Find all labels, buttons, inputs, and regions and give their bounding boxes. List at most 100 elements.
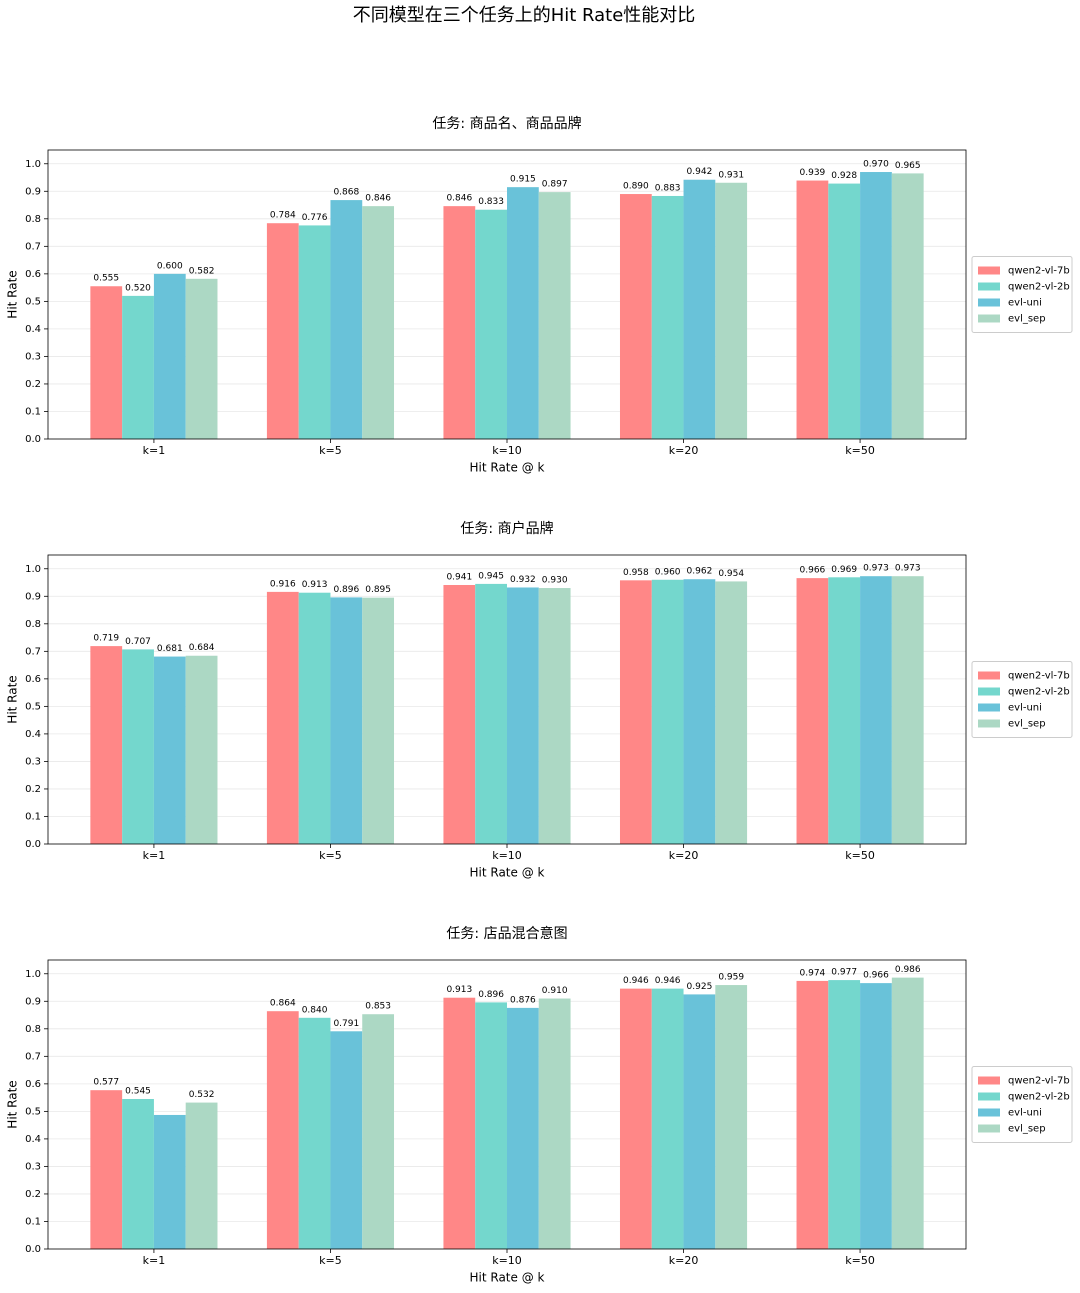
bar xyxy=(266,591,299,844)
x-tick-label: k=20 xyxy=(669,849,699,862)
value-label: 0.868 xyxy=(333,188,359,198)
x-tick-label: k=10 xyxy=(492,849,522,862)
y-tick-label: 0.0 xyxy=(25,839,41,850)
bar xyxy=(475,583,507,844)
y-tick-label: 0.9 xyxy=(25,186,41,197)
value-label: 0.846 xyxy=(365,194,391,204)
legend-swatch xyxy=(978,1092,1000,1101)
value-label: 0.707 xyxy=(125,637,151,647)
legend-swatch xyxy=(978,282,1000,291)
value-label: 0.959 xyxy=(718,973,744,983)
bar xyxy=(362,206,395,439)
y-tick-label: 0.5 xyxy=(25,701,41,712)
value-label: 0.582 xyxy=(189,266,215,276)
y-tick-label: 0.5 xyxy=(25,296,41,307)
bar xyxy=(507,587,539,844)
legend-label: qwen2-vl-7b xyxy=(1008,671,1070,682)
legend-label: qwen2-vl-7b xyxy=(1008,266,1070,277)
bar xyxy=(507,1007,539,1249)
value-label: 0.942 xyxy=(687,167,713,177)
value-label: 0.876 xyxy=(510,995,536,1005)
bar xyxy=(330,1031,363,1249)
value-label: 0.853 xyxy=(365,1002,391,1012)
value-label: 0.846 xyxy=(446,194,472,204)
bar xyxy=(891,977,924,1249)
value-label: 0.577 xyxy=(93,1078,119,1088)
x-tick-label: k=5 xyxy=(319,849,342,862)
y-tick-label: 0.9 xyxy=(25,996,41,1007)
x-tick-label: k=1 xyxy=(143,444,166,457)
value-label: 0.600 xyxy=(157,261,183,271)
bar xyxy=(860,172,892,439)
x-tick-label: k=1 xyxy=(143,849,166,862)
value-label: 0.916 xyxy=(270,579,296,589)
y-tick-label: 0.7 xyxy=(25,241,41,252)
bar xyxy=(715,581,748,844)
bar xyxy=(715,182,748,439)
plot-frame xyxy=(47,959,967,1250)
legend-label: evl_sep xyxy=(1008,1124,1046,1135)
legend-label: evl-uni xyxy=(1008,703,1042,714)
x-tick-label: k=50 xyxy=(845,444,875,457)
bar xyxy=(538,998,571,1249)
value-label: 0.684 xyxy=(189,643,215,653)
legend-label: evl_sep xyxy=(1008,719,1046,730)
y-tick-label: 0.0 xyxy=(25,1244,41,1255)
value-label: 0.913 xyxy=(446,985,472,995)
bar xyxy=(443,997,476,1249)
bar xyxy=(362,597,395,844)
value-label: 0.958 xyxy=(623,568,649,578)
value-label: 0.833 xyxy=(478,197,504,207)
bar xyxy=(683,579,716,844)
value-label: 0.939 xyxy=(800,168,826,178)
y-tick-label: 1.0 xyxy=(25,159,41,170)
bar xyxy=(538,588,571,844)
value-label: 0.928 xyxy=(831,171,857,181)
value-label: 0.966 xyxy=(863,971,889,981)
chart-title: 任务: 店品混合意图 xyxy=(446,925,567,942)
legend-box xyxy=(971,1066,1073,1143)
value-label: 0.962 xyxy=(687,567,713,577)
y-tick-label: 0.6 xyxy=(25,674,41,685)
legend-swatch xyxy=(978,266,1000,275)
chart-title: 任务: 商品名、商品品牌 xyxy=(432,115,581,132)
value-label: 0.941 xyxy=(446,573,472,583)
value-label: 0.895 xyxy=(365,585,391,595)
legend-label: evl-uni xyxy=(1008,298,1042,309)
legend-swatch xyxy=(978,1108,1000,1117)
legend-swatch xyxy=(978,671,1000,680)
x-axis-label: Hit Rate @ k xyxy=(470,866,545,880)
y-tick-label: 0.8 xyxy=(25,1024,41,1035)
value-label: 0.930 xyxy=(542,576,568,586)
x-tick-label: k=5 xyxy=(319,1254,342,1267)
value-label: 0.913 xyxy=(302,580,328,590)
bar xyxy=(153,273,186,439)
y-tick-label: 0.1 xyxy=(25,1216,41,1227)
figure-title: 不同模型在三个任务上的Hit Rate性能对比 xyxy=(353,5,696,26)
value-label: 0.932 xyxy=(510,575,536,585)
y-tick-label: 0.0 xyxy=(25,434,41,445)
value-label: 0.931 xyxy=(718,170,744,180)
bar xyxy=(266,223,299,439)
bar xyxy=(683,179,716,439)
value-label: 0.840 xyxy=(302,1005,328,1015)
legend-swatch xyxy=(978,314,1000,323)
value-label: 0.946 xyxy=(623,976,649,986)
y-tick-label: 0.8 xyxy=(25,214,41,225)
bar xyxy=(619,580,652,844)
legend-label: evl-uni xyxy=(1008,1108,1042,1119)
y-tick-label: 0.1 xyxy=(25,406,41,417)
bar xyxy=(443,206,476,439)
y-tick-label: 0.9 xyxy=(25,591,41,602)
bar xyxy=(153,656,186,844)
bar xyxy=(651,579,684,844)
value-label: 0.966 xyxy=(800,566,826,576)
legend-label: qwen2-vl-2b xyxy=(1008,282,1070,293)
bar xyxy=(683,994,716,1249)
bar xyxy=(298,592,331,844)
bar xyxy=(122,295,154,439)
y-axis-label: Hit Rate xyxy=(6,270,20,318)
bar xyxy=(185,1102,218,1249)
